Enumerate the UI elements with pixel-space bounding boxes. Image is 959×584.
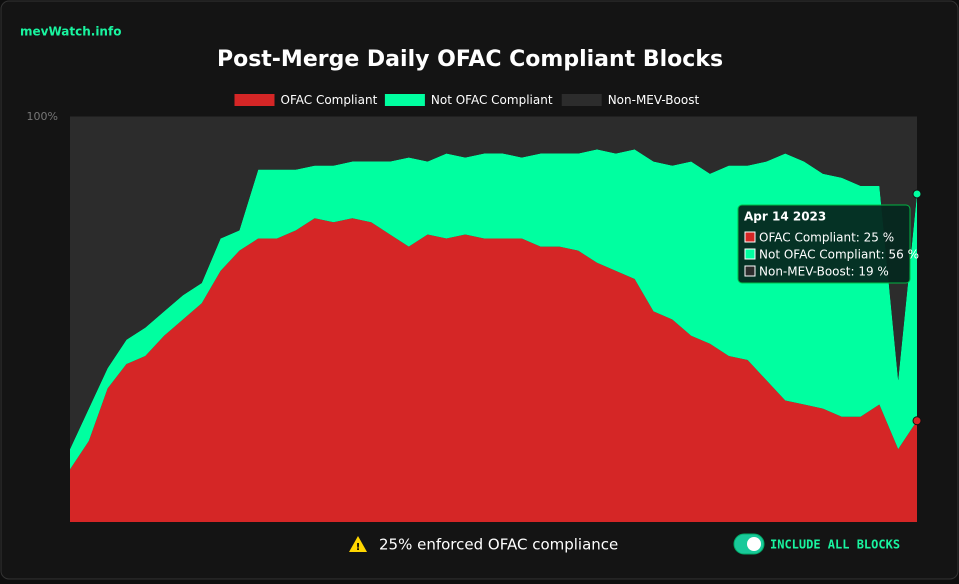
tooltip-swatch [744,231,756,243]
chart-title: Post-Merge Daily OFAC Compliant Blocks [217,47,723,72]
hover-point [912,189,922,199]
tooltip-title: Apr 14 2023 [744,210,826,224]
tooltip-entry: OFAC Compliant: 25 % [759,231,894,245]
toggle-knob[interactable] [747,537,761,551]
area [70,149,917,470]
hover-point [912,416,922,426]
legend-label: Non-MEV-Boost [608,93,700,107]
tooltip-entry: Not OFAC Compliant: 56 % [759,248,919,262]
brand[interactable]: mevWatch.info [20,25,121,39]
warning-mark: ! [356,542,361,553]
toggle-label[interactable]: INCLUDE ALL BLOCKS [770,538,900,552]
notice: 25% enforced OFAC compliance [379,536,618,554]
tooltip-entry: Non-MEV-Boost: 19 % [759,265,889,279]
legend-swatch [234,94,275,106]
area [70,218,917,522]
legend-label: Not OFAC Compliant [431,93,553,107]
tooltip-swatch [744,248,756,260]
y-tick-label: 100% [27,110,58,123]
tooltip [737,204,911,284]
area [70,117,917,450]
legend-swatch [384,94,425,106]
tooltip-swatch [744,265,756,277]
warning-icon [349,536,367,552]
legend-label: OFAC Compliant [281,93,378,107]
legend-swatch [561,94,602,106]
